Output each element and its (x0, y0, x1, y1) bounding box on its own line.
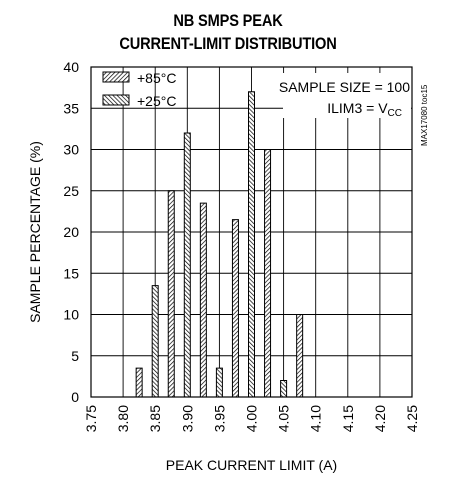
y-tick-label-3: 15 (63, 265, 79, 281)
chart-title-line2: CURRENT-LIMIT DISTRIBUTION (119, 34, 337, 53)
bar-series1-2 (215, 367, 223, 398)
ilim-prefix: ILIM3 = V (327, 100, 388, 116)
y-tick-label-7: 35 (63, 100, 79, 116)
bar-series1-4 (280, 380, 288, 398)
bar-series0-0 (135, 367, 143, 398)
x-tick-label-0: 3.75 (83, 405, 99, 432)
x-tick-label-6: 4.05 (276, 405, 292, 432)
x-tick-label-4: 3.95 (211, 405, 227, 432)
x-tick-label-1: 3.80 (115, 405, 131, 432)
x-tick-label-9: 4.20 (372, 405, 388, 432)
x-tick-label-8: 4.15 (340, 405, 356, 432)
legend: +85°C +25°C (102, 70, 176, 109)
x-tick-labels: 3.75 3.80 3.85 3.90 3.95 4.00 4.05 4.10 4.15 4.20… (83, 405, 420, 432)
bar-series0-5 (296, 314, 304, 398)
x-tick-label-7: 4.10 (308, 405, 324, 432)
bars (135, 91, 304, 398)
y-tick-label-5: 25 (63, 183, 79, 199)
y-axis-label: SAMPLE PERCENTAGE (%) (27, 141, 43, 323)
x-tick-label-3: 3.90 (179, 405, 195, 432)
y-tick-label-2: 10 (63, 307, 79, 323)
bar-series0-2 (199, 202, 207, 398)
y-tick-labels: 0 5 10 15 20 25 30 35 40 (63, 59, 79, 405)
annotation-box: SAMPLE SIZE = 100 ILIM3 = VCC (279, 73, 411, 119)
legend-swatch-85c (102, 71, 130, 83)
x-tick-label-10: 4.25 (404, 405, 420, 432)
bar-series1-3 (248, 91, 255, 398)
figure-code: MAX17080 toc15 (420, 84, 429, 146)
legend-swatch-25c (102, 94, 130, 106)
x-tick-label-2: 3.85 (147, 405, 163, 432)
bar-series1-0 (151, 285, 159, 398)
y-tick-label-4: 20 (63, 224, 79, 240)
ilim-subscript: CC (388, 108, 402, 119)
bar-series1-1 (183, 132, 191, 398)
sample-size-annotation: SAMPLE SIZE = 100 (279, 79, 410, 95)
y-tick-label-6: 30 (63, 142, 79, 158)
bar-series0-3 (231, 219, 239, 398)
legend-label-85c: +85°C (137, 70, 176, 86)
y-tick-label-0: 0 (71, 389, 79, 405)
ilim-annotation: ILIM3 = VCC (327, 100, 402, 119)
y-tick-label-8: 40 (63, 59, 79, 75)
plot-frame (90, 66, 413, 398)
chart-title-line1: NB SMPS PEAK (173, 11, 283, 30)
bar-series0-4 (264, 149, 272, 398)
legend-label-25c: +25°C (137, 93, 176, 109)
y-tick-label-1: 5 (71, 348, 79, 364)
bar-series0-1 (167, 190, 175, 398)
x-axis-label: PEAK CURRENT LIMIT (A) (166, 457, 337, 473)
x-tick-label-5: 4.00 (244, 405, 260, 432)
